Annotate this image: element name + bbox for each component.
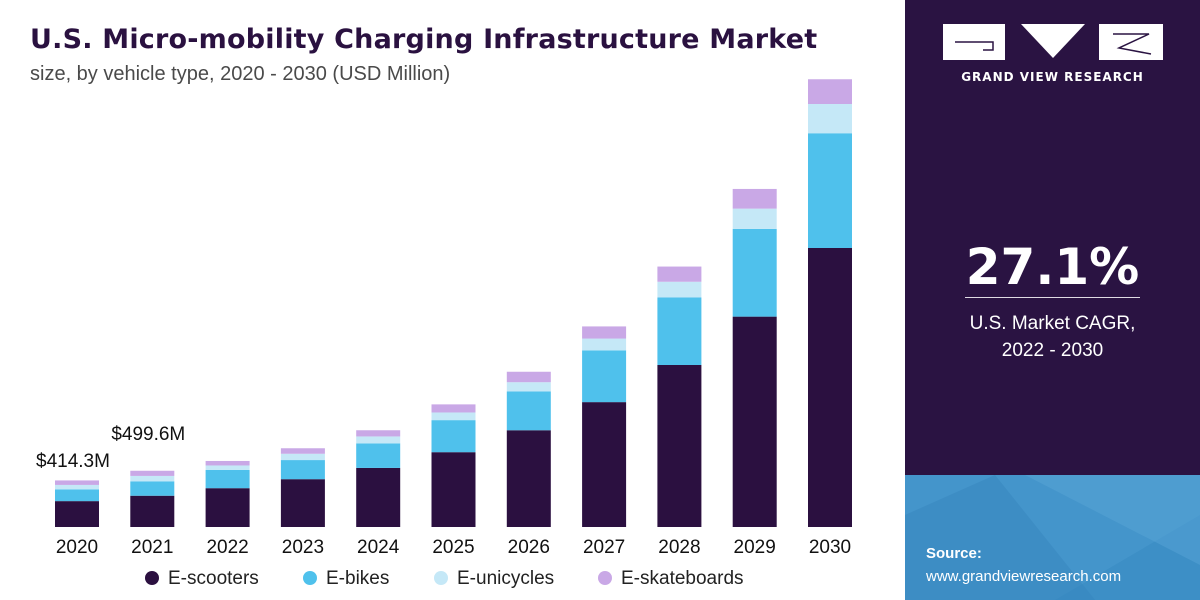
bar-2022-e-scooters xyxy=(205,488,250,527)
bar-2023-e-unicycles xyxy=(280,453,325,461)
x-tick-label-2030: 2030 xyxy=(809,537,851,558)
bar-2022-e-skateboards xyxy=(205,460,250,466)
data-label-2020: $414.3M xyxy=(36,451,110,472)
x-tick-label-2023: 2023 xyxy=(282,537,324,558)
bar-2021-e-unicycles xyxy=(130,475,175,482)
source-box-pattern xyxy=(905,475,1200,600)
bar-2020-e-scooters xyxy=(55,501,99,527)
stacked-bar-chart: 2020 2021 2022 2023 2024 2025 2026 2027 2028 2029… xyxy=(36,79,852,589)
x-tick-label-2020: 2020 xyxy=(56,537,98,558)
legend-marker-e-bikes xyxy=(303,571,317,585)
data-label-2021: $499.6M xyxy=(111,424,185,445)
bar-2025-e-skateboards xyxy=(431,404,476,413)
bar-2029-e-scooters xyxy=(732,316,777,527)
bar-2027-e-skateboards xyxy=(582,326,627,339)
brand-name: GRAND VIEW RESEARCH xyxy=(961,70,1144,84)
chart-title: U.S. Micro-mobility Charging Infrastruct… xyxy=(30,24,818,55)
chart-panel: U.S. Micro-mobility Charging Infrastruct… xyxy=(30,24,852,589)
bar-2027-e-bikes xyxy=(582,350,627,403)
legend-label-e-scooters: E-scooters xyxy=(168,568,259,589)
bar-2021-e-skateboards xyxy=(130,470,175,476)
bar-2021-e-bikes xyxy=(130,481,175,496)
x-tick-label-2022: 2022 xyxy=(206,537,248,558)
bar-2029-e-skateboards xyxy=(732,188,777,209)
source-title: Source: xyxy=(926,545,982,562)
info-panel: GRAND VIEW RESEARCH 27.1% U.S. Market CA… xyxy=(905,0,1200,600)
bar-2030-e-skateboards xyxy=(808,79,852,104)
bar-2029-e-bikes xyxy=(732,228,777,317)
x-tick-label-2024: 2024 xyxy=(357,537,400,558)
source-url[interactable]: www.grandviewresearch.com xyxy=(926,568,1122,585)
legend-label-e-unicycles: E-unicycles xyxy=(457,568,554,589)
bar-2024-e-bikes xyxy=(356,443,401,468)
x-tick-label-2028: 2028 xyxy=(658,537,700,558)
bar-2023-e-scooters xyxy=(280,479,325,527)
bar-2020-e-skateboards xyxy=(55,480,99,485)
bar-2030-e-unicycles xyxy=(808,104,852,134)
bar-2024-e-unicycles xyxy=(356,436,401,444)
bar-2023-e-skateboards xyxy=(280,448,325,454)
bar-2020-e-bikes xyxy=(55,489,99,502)
x-tick-label-2021: 2021 xyxy=(131,537,173,558)
bar-2023-e-bikes xyxy=(280,460,325,480)
bar-2021-e-scooters xyxy=(130,495,175,527)
x-tick-label-2026: 2026 xyxy=(508,537,550,558)
bar-2020-e-unicycles xyxy=(55,484,99,490)
cagr-label: U.S. Market CAGR, 2022 - 2030 xyxy=(905,310,1200,364)
bar-2029-e-unicycles xyxy=(732,208,777,229)
cagr-divider xyxy=(965,297,1140,298)
bar-2024-e-scooters xyxy=(356,467,401,527)
chart-subtitle: size, by vehicle type, 2020 - 2030 (USD … xyxy=(30,63,451,85)
x-tick-label-2029: 2029 xyxy=(734,537,776,558)
x-tick-label-2025: 2025 xyxy=(432,537,474,558)
bar-2028-e-bikes xyxy=(657,297,702,365)
cagr-label-line-2: 2022 - 2030 xyxy=(1001,340,1104,361)
bar-2027-e-scooters xyxy=(582,402,627,527)
bar-2025-e-bikes xyxy=(431,420,476,453)
legend-label-e-skateboards: E-skateboards xyxy=(621,568,744,589)
bar-2022-e-bikes xyxy=(205,469,250,489)
bar-2028-e-unicycles xyxy=(657,281,702,298)
bar-2026-e-bikes xyxy=(506,391,551,431)
bar-2027-e-unicycles xyxy=(582,338,627,351)
bar-2028-e-skateboards xyxy=(657,266,702,282)
grand-view-research-logo xyxy=(943,24,1163,60)
legend-label-e-bikes: E-bikes xyxy=(326,568,389,589)
bar-2030-e-scooters xyxy=(808,248,852,527)
bar-2028-e-scooters xyxy=(657,365,702,527)
bar-2025-e-unicycles xyxy=(431,412,476,421)
legend-marker-e-unicycles xyxy=(434,571,448,585)
bar-2026-e-unicycles xyxy=(506,382,551,392)
x-tick-label-2027: 2027 xyxy=(583,537,625,558)
bar-2026-e-scooters xyxy=(506,430,551,527)
bar-2022-e-unicycles xyxy=(205,465,250,470)
bar-2026-e-skateboards xyxy=(506,371,551,383)
bar-2025-e-scooters xyxy=(431,452,476,527)
bar-2030-e-bikes xyxy=(808,133,852,248)
legend-marker-e-skateboards xyxy=(598,571,612,585)
legend-marker-e-scooters xyxy=(145,571,159,585)
cagr-label-line-1: U.S. Market CAGR, xyxy=(969,313,1136,334)
source-box: Source: www.grandviewresearch.com xyxy=(905,475,1200,600)
cagr-value: 27.1% xyxy=(965,238,1140,296)
bar-2024-e-skateboards xyxy=(356,430,401,437)
